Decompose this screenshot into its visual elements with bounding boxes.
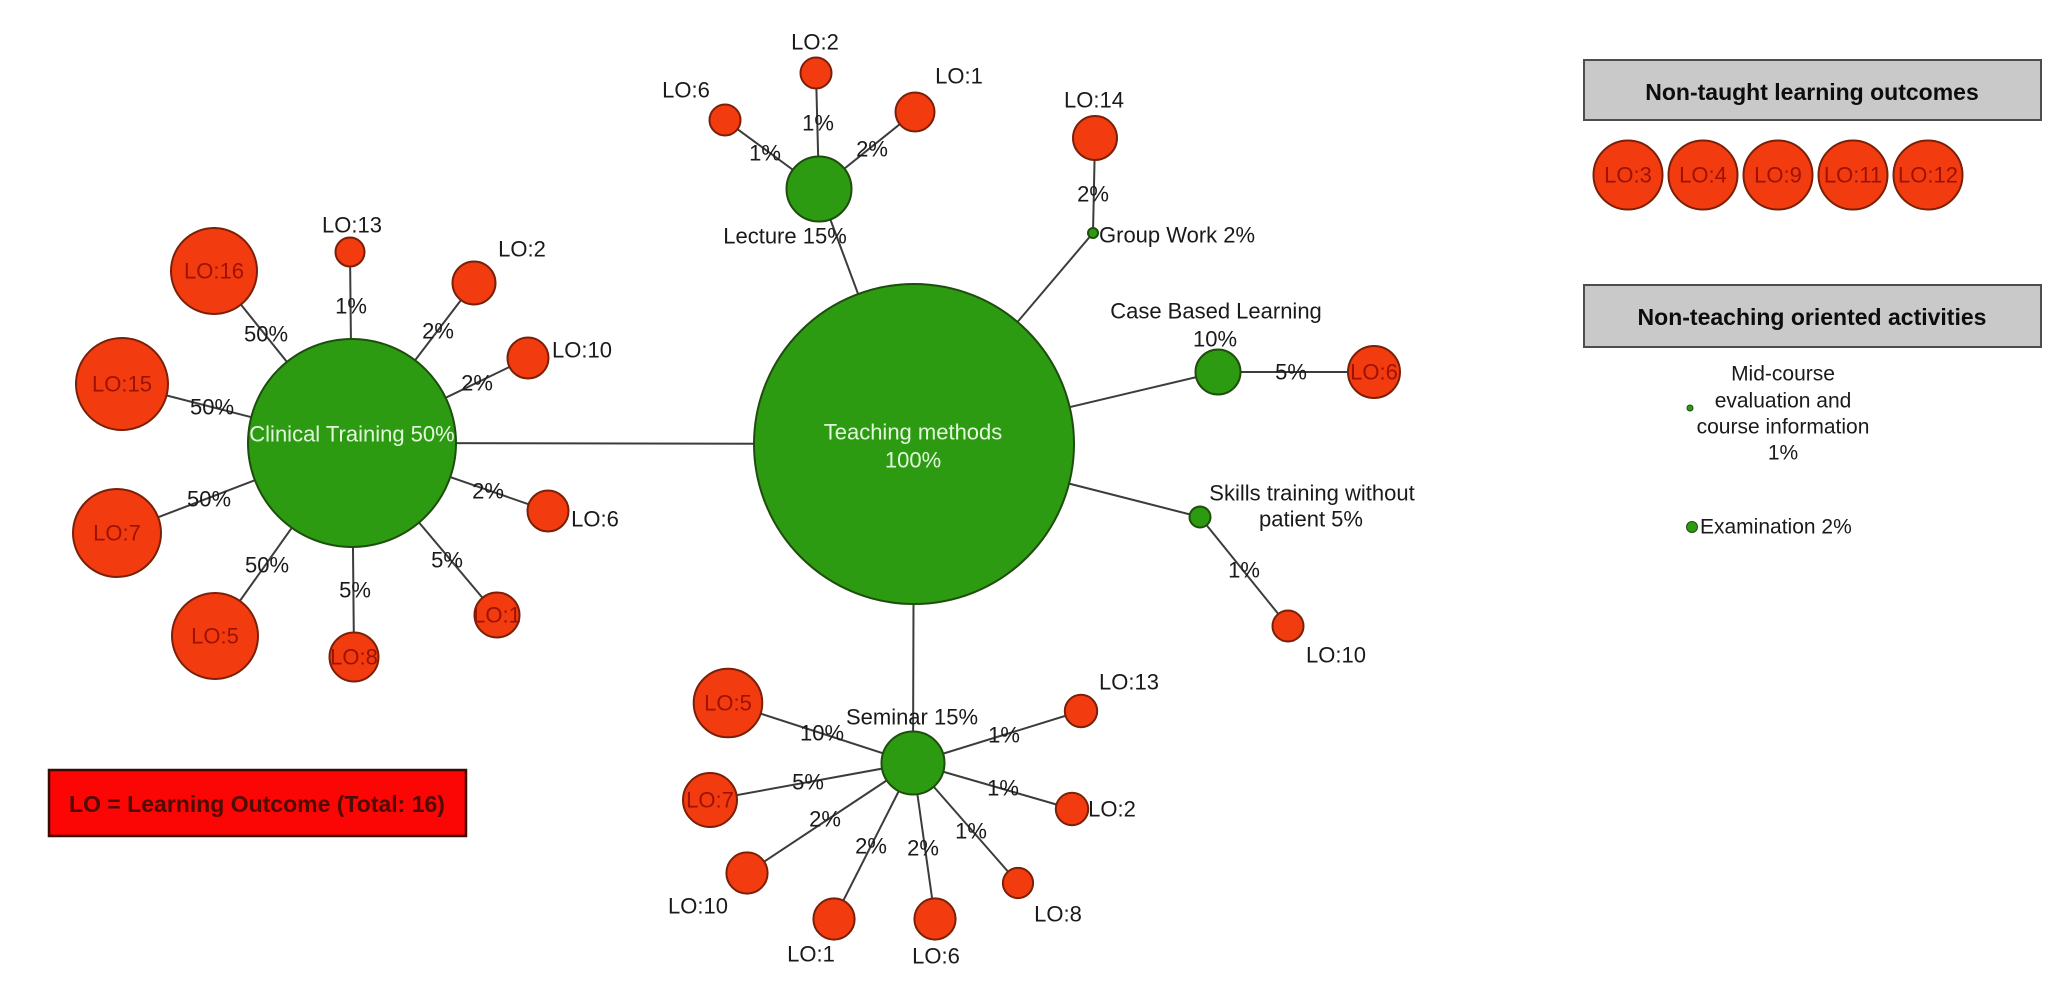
svg-text:1%: 1% — [1768, 442, 1798, 465]
svg-text:evaluation and: evaluation and — [1715, 390, 1852, 413]
svg-text:LO:2: LO:2 — [791, 30, 839, 55]
svg-text:1%: 1% — [988, 723, 1020, 748]
svg-text:Teaching methods: Teaching methods — [824, 420, 1003, 445]
svg-text:2%: 2% — [855, 834, 887, 859]
svg-text:LO:14: LO:14 — [1064, 88, 1124, 113]
svg-text:LO:9: LO:9 — [1754, 163, 1802, 188]
svg-text:1%: 1% — [987, 776, 1019, 801]
svg-text:LO:6: LO:6 — [662, 78, 710, 103]
svg-text:LO = Learning Outcome (Total:: LO = Learning Outcome (Total: 16) — [69, 791, 445, 817]
svg-text:LO:8: LO:8 — [1034, 902, 1082, 927]
svg-text:Group Work 2%: Group Work 2% — [1099, 223, 1255, 248]
svg-text:LO:2: LO:2 — [498, 237, 546, 262]
svg-text:Non-teaching oriented activiti: Non-teaching oriented activities — [1638, 304, 1987, 330]
svg-text:Non-taught learning outcomes: Non-taught learning outcomes — [1645, 79, 1979, 105]
svg-text:LO:8: LO:8 — [330, 645, 378, 670]
svg-text:5%: 5% — [339, 578, 371, 603]
svg-text:10%: 10% — [800, 721, 844, 746]
svg-text:1%: 1% — [1228, 558, 1260, 583]
svg-text:Clinical Training 50%: Clinical Training 50% — [249, 422, 454, 447]
svg-text:Lecture 15%: Lecture 15% — [723, 224, 847, 249]
svg-text:LO:11: LO:11 — [1824, 163, 1882, 188]
svg-text:50%: 50% — [245, 553, 289, 578]
svg-text:50%: 50% — [190, 395, 234, 420]
svg-text:1%: 1% — [335, 294, 367, 319]
svg-text:LO:16: LO:16 — [184, 259, 244, 284]
svg-text:Mid-course: Mid-course — [1731, 363, 1835, 386]
svg-text:LO:5: LO:5 — [704, 691, 752, 716]
svg-text:LO:10: LO:10 — [668, 894, 728, 919]
svg-text:patient 5%: patient 5% — [1259, 507, 1363, 532]
svg-text:LO:2: LO:2 — [1088, 797, 1136, 822]
svg-text:LO:3: LO:3 — [1604, 163, 1652, 188]
svg-text:2%: 2% — [907, 836, 939, 861]
svg-text:5%: 5% — [1275, 360, 1307, 385]
svg-text:10%: 10% — [1193, 327, 1237, 352]
svg-text:LO:1: LO:1 — [935, 64, 983, 89]
svg-text:LO:4: LO:4 — [1679, 163, 1727, 188]
svg-text:Skills training without: Skills training without — [1209, 481, 1414, 506]
svg-text:5%: 5% — [431, 548, 463, 573]
svg-text:Seminar 15%: Seminar 15% — [846, 705, 978, 730]
svg-text:50%: 50% — [244, 322, 288, 347]
svg-text:LO:6: LO:6 — [571, 507, 619, 532]
svg-text:100%: 100% — [885, 448, 941, 473]
svg-text:2%: 2% — [422, 319, 454, 344]
svg-text:LO:6: LO:6 — [912, 944, 960, 969]
svg-text:LO:12: LO:12 — [1898, 163, 1958, 188]
svg-text:2%: 2% — [1077, 182, 1109, 207]
svg-text:LO:7: LO:7 — [93, 521, 141, 546]
svg-text:LO:1: LO:1 — [473, 603, 521, 628]
svg-text:2%: 2% — [472, 479, 504, 504]
svg-text:5%: 5% — [792, 770, 824, 795]
svg-text:LO:6: LO:6 — [1350, 360, 1398, 385]
svg-text:1%: 1% — [802, 111, 834, 136]
svg-text:1%: 1% — [749, 141, 781, 166]
svg-text:2%: 2% — [856, 137, 888, 162]
svg-text:2%: 2% — [461, 371, 493, 396]
svg-text:2%: 2% — [809, 807, 841, 832]
svg-text:Case Based Learning: Case Based Learning — [1110, 299, 1322, 324]
svg-text:LO:15: LO:15 — [92, 372, 152, 397]
svg-text:LO:5: LO:5 — [191, 624, 239, 649]
svg-text:LO:13: LO:13 — [1099, 670, 1159, 695]
svg-text:50%: 50% — [187, 487, 231, 512]
svg-text:LO:13: LO:13 — [322, 213, 382, 238]
svg-text:LO:1: LO:1 — [787, 942, 835, 967]
svg-text:1%: 1% — [955, 819, 987, 844]
svg-text:course information: course information — [1697, 416, 1870, 439]
svg-text:LO:10: LO:10 — [552, 338, 612, 363]
svg-text:LO:10: LO:10 — [1306, 643, 1366, 668]
svg-text:Examination 2%: Examination 2% — [1700, 516, 1852, 539]
svg-text:LO:7: LO:7 — [686, 788, 734, 813]
